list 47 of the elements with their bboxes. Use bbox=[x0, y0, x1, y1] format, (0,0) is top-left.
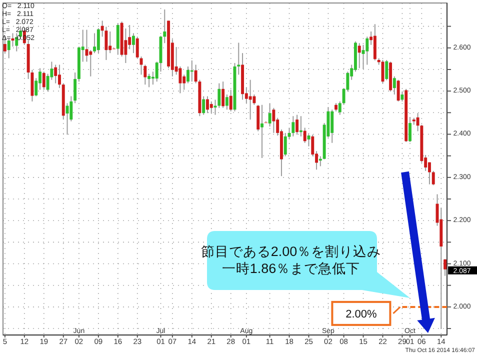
candlestick bbox=[303, 127, 306, 144]
candlestick bbox=[400, 91, 404, 102]
candlestick bbox=[366, 36, 369, 66]
candlestick bbox=[296, 114, 299, 136]
candlestick bbox=[42, 71, 46, 90]
candlestick bbox=[272, 107, 276, 134]
candlestick bbox=[338, 100, 342, 116]
candlestick bbox=[292, 116, 295, 137]
candlestick bbox=[93, 32, 96, 54]
candlestick bbox=[148, 73, 151, 88]
candlestick bbox=[202, 96, 206, 116]
candlestick bbox=[408, 116, 412, 143]
candlestick bbox=[432, 170, 435, 186]
candlestick bbox=[54, 64, 58, 84]
candlestick bbox=[225, 94, 228, 110]
candlestick bbox=[260, 104, 264, 158]
candlestick bbox=[385, 59, 388, 81]
candlestick bbox=[392, 76, 396, 96]
callout: 節目である2.00％を割り込み一時1.86％まで急低下 bbox=[200, 231, 410, 298]
candlestick bbox=[186, 66, 190, 84]
candlestick bbox=[163, 8, 166, 44]
candlestick bbox=[116, 22, 120, 56]
candlestick bbox=[58, 64, 61, 89]
candlestick bbox=[330, 109, 334, 144]
candlestick bbox=[89, 50, 92, 77]
candlestick bbox=[318, 156, 322, 167]
candlestick bbox=[284, 132, 287, 157]
candlestick bbox=[358, 42, 361, 69]
candlestick bbox=[96, 28, 100, 54]
candlestick bbox=[299, 116, 302, 137]
candlestick bbox=[256, 104, 260, 132]
candlestick bbox=[206, 96, 209, 114]
ref-label: 2.00% bbox=[331, 300, 401, 326]
ref-line-label: 2.00% bbox=[346, 308, 378, 320]
candlestick bbox=[136, 36, 139, 59]
candlestick bbox=[74, 72, 77, 104]
candlestick bbox=[222, 81, 225, 108]
candlestick bbox=[428, 162, 431, 185]
candlestick bbox=[444, 258, 447, 276]
candlestick bbox=[396, 79, 400, 102]
candlestick bbox=[132, 32, 135, 54]
candlestick bbox=[229, 89, 232, 112]
candlestick bbox=[108, 30, 112, 54]
candlestick bbox=[210, 100, 213, 114]
annotation: 節目である2.00％を割り込み一時1.86％まで急低下 bbox=[200, 244, 382, 276]
candlestick bbox=[237, 42, 240, 76]
candlestick bbox=[373, 24, 376, 61]
